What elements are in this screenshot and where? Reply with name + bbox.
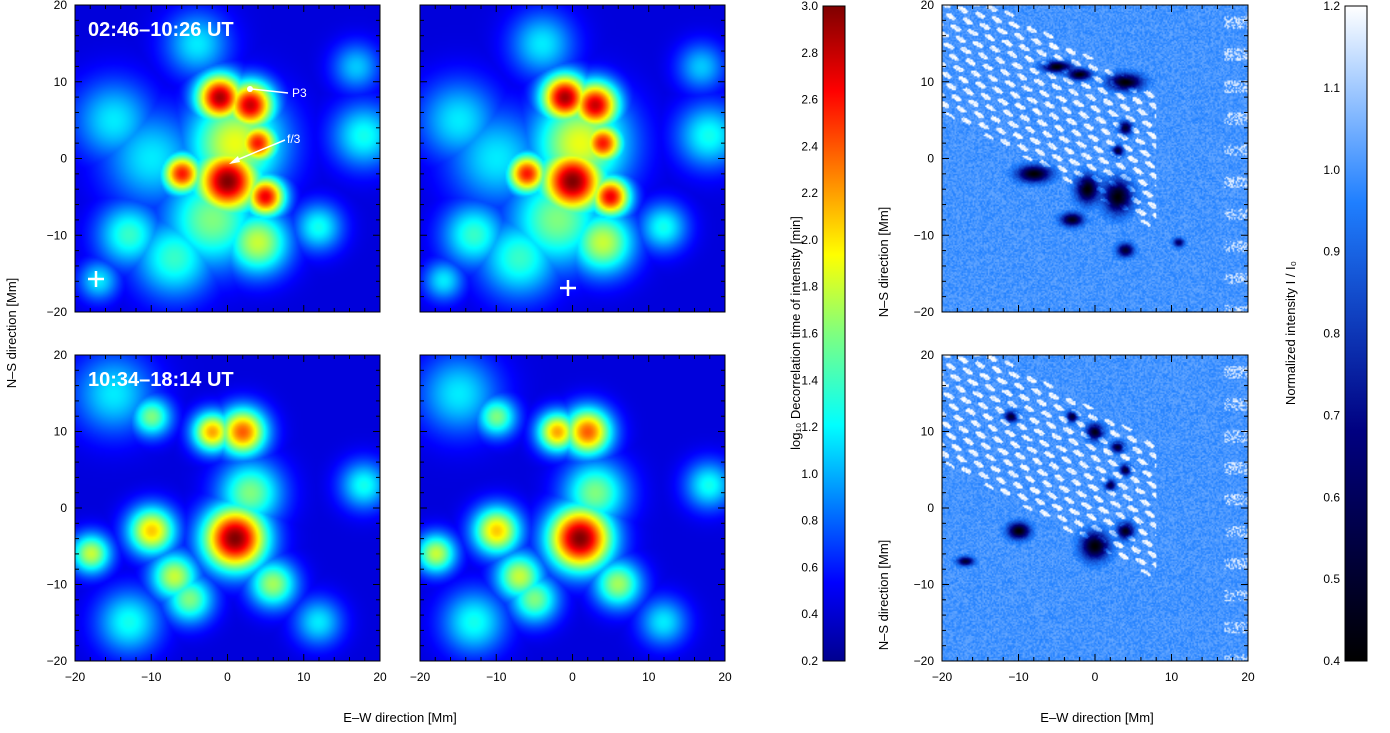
time-label-bottom: 10:34–18:14 UT	[88, 369, 234, 391]
intensity-panel-bottom	[941, 354, 1249, 662]
cross-marker-top-left	[88, 271, 104, 287]
colorbar-tick-label: 1.2	[1323, 0, 1340, 13]
x-tick-label: 10	[1165, 670, 1179, 684]
colorbar-tick-label: 0.6	[1323, 490, 1340, 504]
colorbar-tick-label: 1.0	[1323, 163, 1340, 177]
y-tick-label: 20	[54, 0, 68, 12]
heatmap-panel-top-right	[419, 4, 726, 313]
y-tick-label: 0	[60, 152, 67, 166]
axes-group: −20 −10 0 10 20 −20 −10 0 10 20 −20 −10 0 10 20 −20 −10 0…	[47, 0, 1367, 684]
y-tick-label: −10	[47, 578, 68, 592]
colorbar-tick-label: 0.7	[1323, 408, 1340, 422]
y-tick-label: 0	[927, 152, 934, 166]
y-tick-label: −10	[47, 228, 68, 242]
heatmap-panel-bottom-left	[74, 354, 381, 662]
colorbar-tick-label: 3.0	[801, 0, 818, 13]
x-tick-label: 0	[224, 670, 231, 684]
colorbar-tick-label: 1.2	[801, 420, 818, 434]
y-tick-label: 10	[921, 75, 935, 89]
x-tick-label: −20	[65, 670, 86, 684]
colorbar-decorrelation	[822, 5, 846, 662]
annotation-f3-label: f/3	[287, 132, 301, 146]
y-tick-label: −20	[914, 654, 935, 668]
y-tick-label: −20	[47, 654, 68, 668]
colorbar-decorrelation-label: log₁₀ Decorrelation time of intensity [m…	[788, 216, 803, 450]
colorbar-tick-label: 0.4	[1323, 654, 1340, 668]
y-tick-label: −10	[914, 578, 935, 592]
y-tick-label: −20	[914, 305, 935, 319]
x-axis-label-left: E–W direction [Mm]	[343, 710, 456, 725]
y-tick-label: 20	[921, 348, 935, 362]
x-axis-label-right: E–W direction [Mm]	[1040, 710, 1153, 725]
colorbar-tick-label: 0.8	[1323, 327, 1340, 341]
annotation-f3: f/3	[229, 132, 301, 164]
colorbar-tick-label: 1.0	[801, 467, 818, 481]
colorbar-tick-label: 2.8	[801, 46, 818, 60]
y-tick-label: 10	[54, 75, 68, 89]
time-label-top: 02:46–10:26 UT	[88, 19, 234, 41]
cross-marker-top-right	[560, 280, 576, 296]
x-tick-label: 0	[569, 670, 576, 684]
colorbar-tick-label: 2.4	[801, 139, 818, 153]
y-tick-label: 0	[927, 501, 934, 515]
x-tick-label: 10	[642, 670, 656, 684]
colorbar-tick-label: 2.2	[801, 186, 818, 200]
colorbar-tick-label: 0.9	[1323, 245, 1340, 259]
y-tick-label: −10	[914, 228, 935, 242]
x-tick-label: −10	[1008, 670, 1029, 684]
heatmap-panel-top-left	[74, 4, 381, 313]
y-axis-label-right-top: N–S direction [Mm]	[876, 207, 891, 318]
colorbar-tick-label: 2.6	[801, 93, 818, 107]
colorbar-tick-label: 0.2	[801, 654, 818, 668]
y-tick-label: 10	[54, 425, 68, 439]
y-tick-label: 20	[54, 348, 68, 362]
colorbar-tick-label: 1.8	[801, 280, 818, 294]
colorbar-tick-label: 1.1	[1323, 81, 1340, 95]
x-tick-label: 20	[1241, 670, 1255, 684]
x-tick-label: −20	[410, 670, 431, 684]
heatmap-panel-bottom-right	[419, 354, 726, 662]
y-axis-label-left: N–S direction [Mm]	[4, 278, 19, 389]
colorbar-tick-label: 0.5	[1323, 572, 1340, 586]
colorbar-intensity	[1344, 5, 1368, 662]
colorbar-tick-label: 2.0	[801, 233, 818, 247]
intensity-panel-top	[941, 4, 1249, 313]
annotation-p3-label: P3	[292, 86, 307, 100]
x-tick-label: −10	[486, 670, 507, 684]
annotation-p3: P3	[247, 86, 307, 100]
x-tick-label: 10	[297, 670, 311, 684]
y-tick-label: 20	[921, 0, 935, 12]
x-tick-label: 20	[718, 670, 732, 684]
y-axis-label-right-bottom: N–S direction [Mm]	[876, 540, 891, 651]
colorbar-intensity-label: Normalized intensity I / I₀	[1283, 261, 1298, 405]
x-tick-label: 20	[373, 670, 387, 684]
y-tick-label: −20	[47, 305, 68, 319]
colorbar-tick-label: 0.8	[801, 514, 818, 528]
colorbar-tick-label: 0.6	[801, 560, 818, 574]
x-tick-label: 0	[1092, 670, 1099, 684]
y-tick-label: 10	[921, 425, 935, 439]
colorbar-tick-label: 1.6	[801, 327, 818, 341]
colorbar-tick-label: 1.4	[801, 373, 818, 387]
x-tick-label: −20	[932, 670, 953, 684]
y-tick-label: 0	[60, 501, 67, 515]
colorbar-tick-label: 0.4	[801, 607, 818, 621]
x-tick-label: −10	[141, 670, 162, 684]
